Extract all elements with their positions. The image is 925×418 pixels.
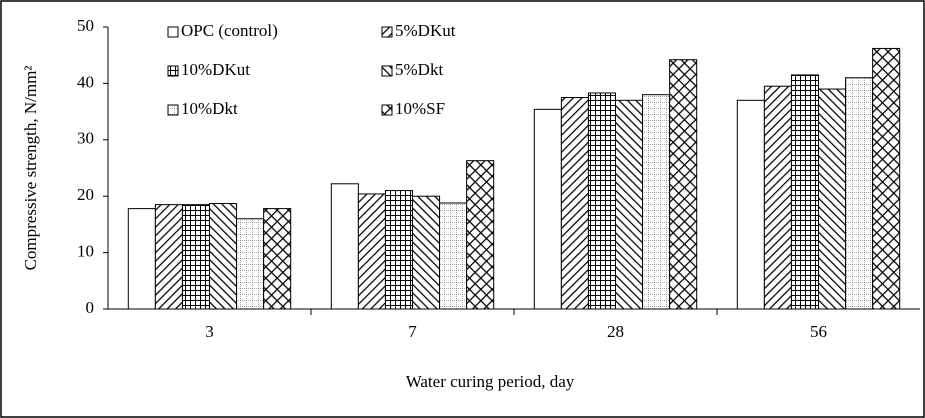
y-axis-label: Compressive strength, N/mm² (21, 66, 40, 271)
bar (384, 190, 413, 310)
legend-swatch (381, 26, 393, 38)
legend-label: 5%Dkt (395, 60, 443, 79)
bar (127, 208, 156, 310)
legend-swatch (167, 26, 179, 38)
legend-label: 10%Dkt (181, 99, 238, 118)
legend-label: 10%SF (395, 99, 445, 118)
bar (736, 99, 765, 310)
y-tick-label: 0 (86, 298, 95, 317)
y-tick-label: 40 (77, 72, 94, 91)
bar (669, 59, 698, 310)
bar (845, 77, 874, 310)
y-tick-label: 10 (77, 242, 94, 261)
bar (154, 204, 183, 310)
bar (872, 47, 901, 310)
bar (236, 218, 265, 310)
bar (209, 203, 238, 310)
bar (763, 85, 792, 310)
x-tick-label: 7 (408, 322, 417, 341)
bar (330, 183, 359, 310)
x-tick-label: 28 (607, 322, 624, 341)
bar (560, 97, 589, 310)
bar (533, 108, 562, 310)
legend-swatch (381, 104, 393, 116)
bar (263, 208, 292, 310)
bar (412, 195, 441, 310)
bar (466, 160, 495, 310)
x-tick-label: 3 (205, 322, 214, 341)
legend-label: OPC (control) (181, 21, 278, 40)
y-tick-label: 50 (77, 16, 94, 35)
bar (790, 74, 820, 310)
legend-swatch (167, 65, 179, 77)
bar (587, 92, 617, 310)
bar (181, 204, 210, 310)
bar (642, 94, 671, 310)
x-axis-label: Water curing period, day (406, 372, 575, 391)
y-tick-label: 30 (77, 129, 94, 148)
bar (439, 202, 468, 310)
legend-swatch (167, 104, 179, 116)
bar (818, 88, 847, 310)
legend-swatch (381, 65, 393, 77)
x-tick-label: 56 (810, 322, 827, 341)
legend-label: 5%DKut (395, 21, 456, 40)
bar (615, 99, 644, 310)
bar (357, 193, 386, 310)
y-tick-label: 20 (77, 185, 94, 204)
legend-label: 10%DKut (181, 60, 250, 79)
